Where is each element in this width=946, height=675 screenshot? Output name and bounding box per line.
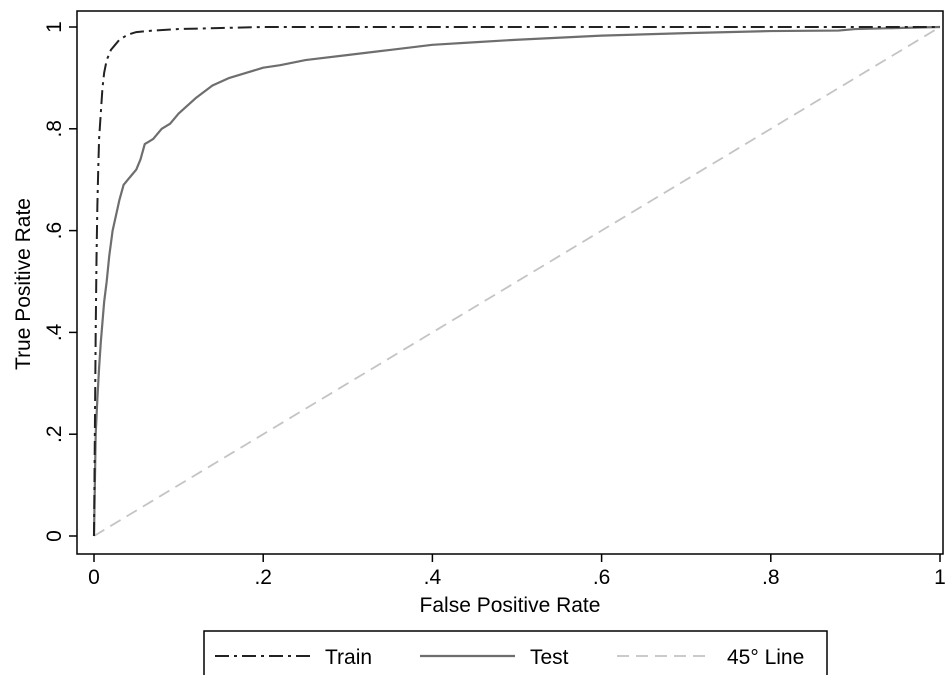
y-tick-label: .8: [43, 120, 66, 138]
series-line-test: [92, 25, 941, 537]
x-tick-label: .8: [762, 566, 780, 589]
y-axis: 0 .2 .4 .6 .8 1: [43, 21, 77, 542]
y-axis-title: True Positive Rate: [12, 198, 35, 370]
y-tick-label: .4: [43, 323, 66, 341]
y-tick-label: 1: [43, 21, 66, 33]
plot-area: [76, 10, 944, 555]
legend: Train Test 45° Line: [203, 630, 828, 675]
x-tick-label: 0: [88, 566, 100, 589]
x-tick-label: .6: [593, 566, 611, 589]
series-line-45-line: [93, 26, 941, 537]
legend-items: Train Test 45° Line: [215, 646, 804, 669]
legend-label: 45° Line: [727, 646, 804, 669]
x-axis-title: False Positive Rate: [420, 594, 601, 617]
x-tick-label: .4: [424, 566, 442, 589]
legend-label: Train: [325, 646, 372, 669]
series-line-train: [93, 26, 940, 537]
y-tick-label: .6: [43, 222, 66, 240]
y-tick-label: 0: [43, 530, 66, 542]
x-tick-label: 1: [934, 566, 946, 589]
legend-label: Test: [530, 646, 569, 669]
series-layer: [92, 25, 941, 537]
x-axis: 0 .2 .4 .6 .8 1: [88, 554, 946, 589]
y-tick-label: .2: [43, 425, 66, 443]
legend-box: [203, 630, 828, 675]
x-tick-label: .2: [254, 566, 272, 589]
